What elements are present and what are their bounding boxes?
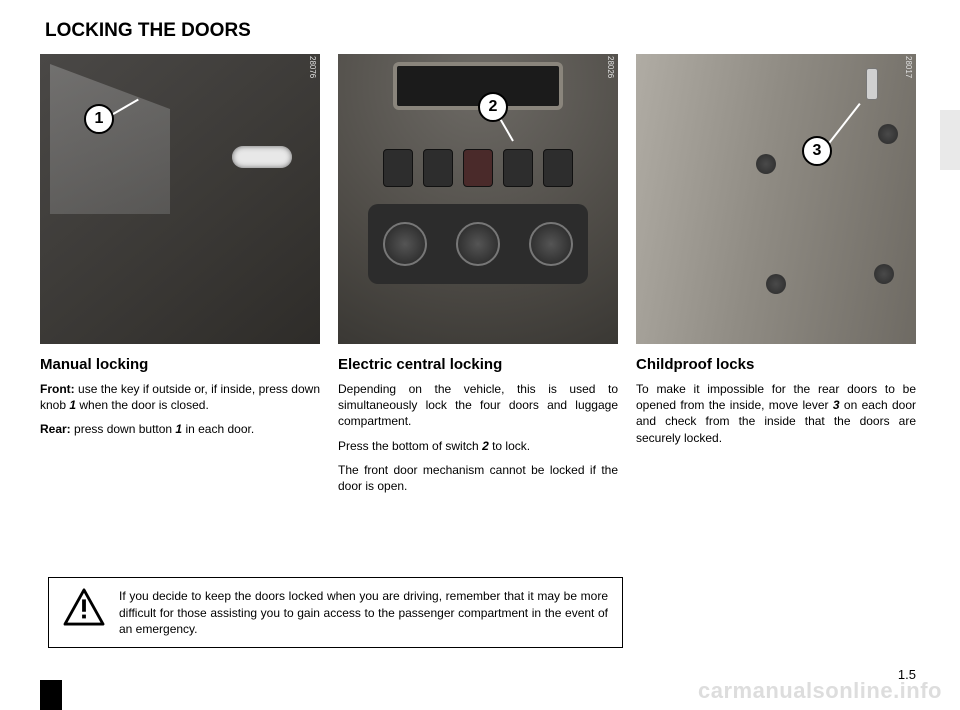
electric-p2: Press the bottom of switch 2 to lock.	[338, 438, 618, 454]
label-rear: Rear:	[40, 422, 71, 436]
side-tab	[940, 110, 960, 170]
page-title: LOCKING THE DOORS	[45, 20, 920, 42]
label-front: Front:	[40, 382, 75, 396]
body-manual-locking: Front: use the key if outside or, if ins…	[40, 381, 320, 438]
column-electric-locking: 28026 2 Electric central locking Dependi…	[338, 54, 618, 502]
body-childproof: To make it impossible for the rear doors…	[636, 381, 916, 446]
switch-lock	[503, 149, 533, 187]
switch-hazard	[463, 149, 493, 187]
callout-2: 2	[478, 92, 508, 122]
electric-p3: The front door mechanism cannot be locke…	[338, 462, 618, 494]
image-ref-id: 28017	[904, 56, 913, 78]
dial	[529, 222, 573, 266]
image-ref-id: 28076	[308, 56, 317, 78]
warning-icon	[63, 588, 105, 626]
switch	[383, 149, 413, 187]
heading-electric-locking: Electric central locking	[338, 356, 618, 373]
heading-childproof: Childproof locks	[636, 356, 916, 373]
bolt-graphic	[878, 124, 898, 144]
ref-num-3: 3	[833, 398, 840, 412]
bolt-graphic	[874, 264, 894, 284]
column-manual-locking: 28076 1 Manual locking Front: use the ke…	[40, 54, 320, 502]
watermark: carmanualsonline.info	[698, 678, 942, 704]
door-panel-graphic	[40, 54, 320, 344]
electric-p1: Depending on the vehicle, this is used t…	[338, 381, 618, 430]
body-electric-locking: Depending on the vehicle, this is used t…	[338, 381, 618, 494]
callout-1: 1	[84, 104, 114, 134]
heading-manual-locking: Manual locking	[40, 356, 320, 373]
image-ref-id: 28026	[606, 56, 615, 78]
climate-panel	[368, 204, 588, 284]
manual-rear-para: Rear: press down button 1 in each door.	[40, 421, 320, 437]
footer-tab	[40, 680, 62, 710]
bolt-graphic	[756, 154, 776, 174]
dial	[383, 222, 427, 266]
switch	[423, 149, 453, 187]
figure-childproof: 28017 3	[636, 54, 916, 344]
callout-3: 3	[802, 136, 832, 166]
warning-box: If you decide to keep the doors locked w…	[48, 577, 623, 648]
warning-text: If you decide to keep the doors locked w…	[119, 588, 608, 637]
text: in each door.	[182, 422, 254, 436]
column-childproof: 28017 3 Childproof locks To make it impo…	[636, 54, 916, 502]
switch	[543, 149, 573, 187]
text: press down button	[71, 422, 176, 436]
ref-num-2: 2	[482, 439, 489, 453]
childproof-p1: To make it impossible for the rear doors…	[636, 381, 916, 446]
manual-front-para: Front: use the key if outside or, if ins…	[40, 381, 320, 413]
switch-row	[383, 149, 573, 187]
door-handle-graphic	[232, 146, 292, 168]
lever-graphic	[866, 68, 878, 100]
content-columns: 28076 1 Manual locking Front: use the ke…	[40, 54, 920, 502]
figure-electric-locking: 28026 2	[338, 54, 618, 344]
text: Press the bottom of switch	[338, 439, 482, 453]
text: to lock.	[489, 439, 530, 453]
bolt-graphic	[766, 274, 786, 294]
dial	[456, 222, 500, 266]
figure-manual-locking: 28076 1	[40, 54, 320, 344]
text: when the door is closed.	[76, 398, 209, 412]
